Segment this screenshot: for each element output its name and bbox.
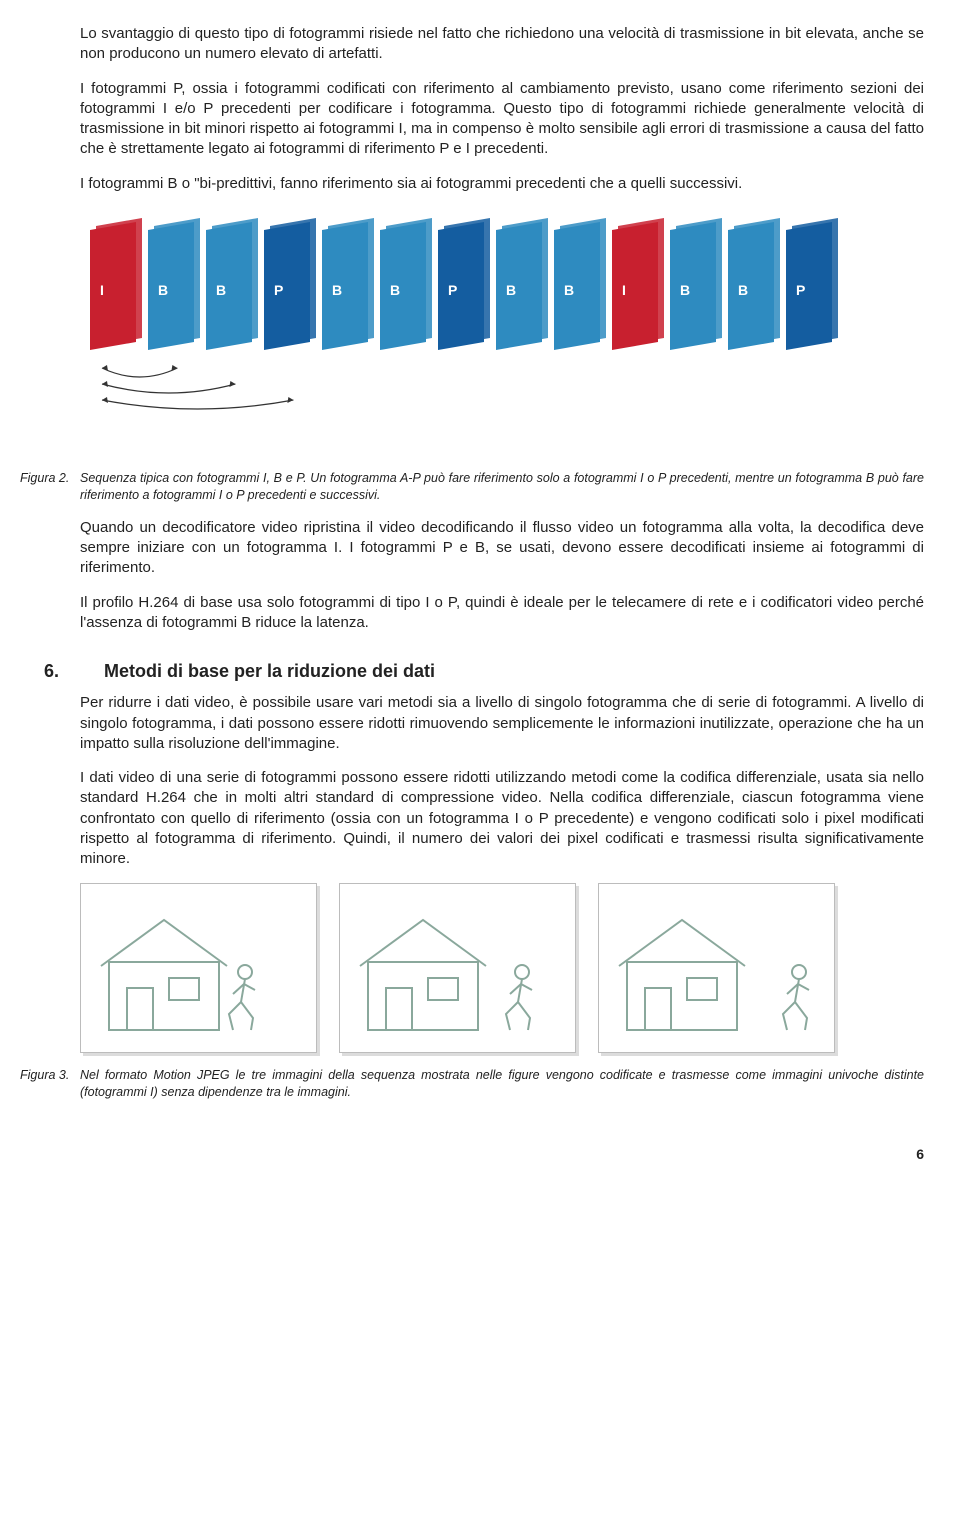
figure-caption: Sequenza tipica con fotogrammi I, B e P.… bbox=[80, 470, 924, 504]
body-paragraph: Per ridurre i dati video, è possibile us… bbox=[80, 693, 924, 754]
body-paragraph: Lo svantaggio di questo tipo di fotogram… bbox=[80, 24, 924, 65]
svg-text:B: B bbox=[390, 282, 400, 298]
svg-text:B: B bbox=[216, 282, 226, 298]
page-number: 6 bbox=[20, 1145, 924, 1164]
figure-label: Figura 3. bbox=[20, 1067, 80, 1084]
svg-text:B: B bbox=[738, 282, 748, 298]
svg-text:B: B bbox=[564, 282, 574, 298]
svg-text:B: B bbox=[332, 282, 342, 298]
svg-text:I: I bbox=[100, 282, 104, 298]
house-frame bbox=[80, 883, 317, 1053]
house-frame bbox=[598, 883, 835, 1053]
section-number: 6. bbox=[20, 659, 104, 683]
house-frame bbox=[339, 883, 576, 1053]
houses-diagram bbox=[80, 883, 924, 1053]
body-paragraph: I dati video di una serie di fotogrammi … bbox=[80, 768, 924, 869]
svg-text:B: B bbox=[680, 282, 690, 298]
figure-caption: Nel formato Motion JPEG le tre immagini … bbox=[80, 1067, 924, 1101]
body-paragraph: Il profilo H.264 di base usa solo fotogr… bbox=[80, 593, 924, 634]
figure-label: Figura 2. bbox=[20, 470, 80, 487]
svg-text:P: P bbox=[274, 282, 283, 298]
body-paragraph: I fotogrammi P, ossia i fotogrammi codif… bbox=[80, 79, 924, 160]
svg-text:I: I bbox=[622, 282, 626, 298]
svg-text:B: B bbox=[158, 282, 168, 298]
section-title: Metodi di base per la riduzione dei dati bbox=[104, 659, 435, 683]
svg-text:P: P bbox=[796, 282, 805, 298]
svg-text:B: B bbox=[506, 282, 516, 298]
svg-text:P: P bbox=[448, 282, 457, 298]
body-paragraph: Quando un decodificatore video ripristin… bbox=[80, 518, 924, 579]
frames-sequence-diagram: IBBPBBPBBIBBP bbox=[80, 210, 924, 456]
body-paragraph: I fotogrammi B o "bi-predittivi, fanno r… bbox=[80, 174, 924, 194]
